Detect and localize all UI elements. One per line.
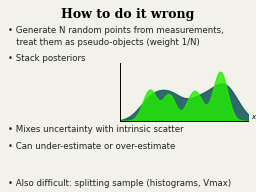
Text: • Stack posteriors: • Stack posteriors xyxy=(8,54,85,63)
Text: x: x xyxy=(251,114,255,120)
Text: • Mixes uncertainty with intrinsic scatter: • Mixes uncertainty with intrinsic scatt… xyxy=(8,125,183,134)
Text: • Can under-estimate or over-estimate: • Can under-estimate or over-estimate xyxy=(8,142,175,151)
Text: • Also difficult: splitting sample (histograms, Vmax): • Also difficult: splitting sample (hist… xyxy=(8,179,231,188)
Text: How to do it wrong: How to do it wrong xyxy=(61,8,195,21)
Text: • Generate N random points from measurements,
   treat them as pseudo-objects (w: • Generate N random points from measurem… xyxy=(8,26,223,47)
